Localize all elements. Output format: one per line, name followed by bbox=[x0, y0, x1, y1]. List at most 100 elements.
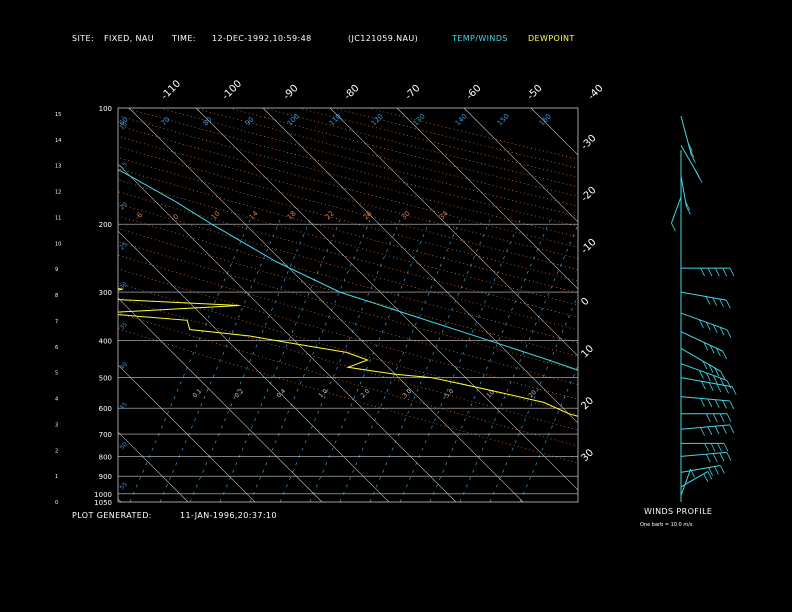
wind-barb-flag bbox=[699, 319, 704, 328]
height-tick-label: 1 bbox=[55, 474, 58, 480]
wind-barb-flag bbox=[723, 443, 729, 452]
wind-barb bbox=[680, 175, 687, 207]
wind-barb-flag bbox=[712, 413, 718, 422]
time-value: 12-DEC-1992,10:59:48 bbox=[212, 34, 312, 43]
wind-barb-flag bbox=[704, 443, 710, 452]
dry-adiabat-line bbox=[118, 168, 578, 294]
legend-dewpoint: DEWPOINT bbox=[528, 34, 575, 43]
adiabat-top-label: 130 bbox=[412, 112, 427, 127]
wind-barb-flag bbox=[712, 375, 718, 384]
pressure-tick-label: 1000 bbox=[94, 491, 112, 499]
isotherm-line bbox=[118, 431, 189, 502]
isotherm-top-label: -110 bbox=[159, 78, 183, 102]
wind-barb-flag bbox=[719, 452, 725, 462]
wind-barb-flag bbox=[687, 143, 693, 152]
dry-adiabat-line bbox=[118, 328, 578, 464]
isotherm-right-label: 20 bbox=[579, 395, 596, 412]
mixing-ratio-low-label: 0.4 bbox=[275, 388, 287, 400]
height-tick-label: 0 bbox=[55, 500, 58, 506]
pressure-tick-label: 100 bbox=[99, 105, 112, 113]
wind-barb-flag bbox=[709, 345, 715, 354]
wind-barb-flag bbox=[705, 454, 711, 463]
isotherm-line bbox=[0, 108, 54, 502]
wind-barb-flag bbox=[695, 170, 700, 179]
temperature-line bbox=[118, 168, 578, 371]
wind-barb-flag bbox=[708, 382, 714, 391]
wind-barb-flag bbox=[726, 413, 732, 422]
mixing-ratio-line bbox=[309, 219, 431, 502]
wind-barb bbox=[680, 116, 692, 155]
mixing-ratio-low-label: 0.1 bbox=[191, 388, 203, 400]
adiabat-top-label: 110 bbox=[328, 112, 343, 127]
time-label: TIME: bbox=[172, 34, 196, 43]
mixing-ratio-line bbox=[519, 364, 578, 502]
wind-barb bbox=[680, 424, 730, 430]
wind-barb-flag bbox=[714, 367, 720, 377]
wind-barb-flag bbox=[726, 329, 732, 338]
isotherm-line bbox=[118, 230, 390, 502]
wind-barb-flag bbox=[712, 297, 718, 306]
mixing-ratio-label: 15 bbox=[118, 161, 128, 171]
mixing-ratio-label: 45 bbox=[118, 401, 128, 411]
mixing-ratio-line bbox=[339, 219, 461, 502]
isotherm-right-label: -10 bbox=[579, 237, 598, 256]
mixing-ratio-low-label: 0.2 bbox=[233, 388, 245, 400]
adiabat-top-label: 120 bbox=[370, 112, 385, 127]
isotherm-right-label: 0 bbox=[579, 296, 591, 308]
wind-barb bbox=[680, 363, 728, 381]
adiabat-top-label: 90 bbox=[244, 115, 256, 127]
wind-barb-flag bbox=[700, 398, 705, 407]
dry-adiabat-line bbox=[118, 254, 578, 385]
wind-barb bbox=[680, 396, 730, 402]
plot-generated-value: 11-JAN-1996,20:37:10 bbox=[180, 511, 277, 520]
pressure-tick-label: 700 bbox=[99, 431, 112, 439]
wind-barb bbox=[680, 145, 699, 176]
wind-barb-flag bbox=[719, 327, 725, 336]
adiabat-200mb-label: -6 bbox=[134, 210, 145, 221]
isotherm-top-label: -100 bbox=[220, 78, 244, 102]
wind-barb-flag bbox=[716, 383, 722, 393]
wind-barb-flag bbox=[725, 299, 731, 309]
isotherm-line bbox=[128, 108, 524, 502]
height-tick-label: 4 bbox=[55, 397, 58, 403]
wind-barb-flag bbox=[726, 380, 732, 389]
axis-labels: 1002003004005006007008009001000105015141… bbox=[55, 78, 606, 507]
isotherm-top-label: -50 bbox=[525, 83, 544, 102]
mixing-ratio-low-label: 1.0 bbox=[317, 388, 329, 400]
wind-barb-flag bbox=[700, 427, 705, 436]
wind-barb-flag bbox=[702, 360, 708, 370]
adiabat-200mb-label: 0 bbox=[172, 213, 181, 222]
isotherm-right-label: -30 bbox=[579, 133, 598, 152]
pressure-tick-label: 800 bbox=[99, 453, 112, 461]
adiabat-200mb-label: 30 bbox=[400, 209, 412, 221]
isotherm-line bbox=[463, 108, 578, 223]
height-tick-label: 6 bbox=[55, 345, 58, 351]
wind-barb-flag bbox=[717, 443, 722, 452]
file-id: (JC121059.NAU) bbox=[348, 34, 419, 43]
wind-barb-flag bbox=[703, 473, 709, 482]
height-tick-label: 14 bbox=[55, 138, 61, 144]
adiabat-top-label: 140 bbox=[454, 112, 469, 127]
mixing-ratio-line bbox=[429, 219, 551, 502]
wind-barb bbox=[680, 348, 722, 372]
isotherm-top-label: -60 bbox=[464, 83, 483, 102]
isotherm-line bbox=[530, 108, 578, 156]
height-tick-label: 7 bbox=[55, 319, 58, 325]
wind-barb bbox=[670, 196, 682, 224]
adiabat-top-label: 80 bbox=[202, 115, 214, 127]
mixing-ratio-label: 30 bbox=[118, 281, 128, 291]
mixing-ratio-low-label: 20 bbox=[527, 389, 537, 399]
mixing-ratio-line bbox=[369, 219, 491, 502]
height-tick-label: 11 bbox=[55, 215, 61, 221]
mixing-ratio-label: 50 bbox=[118, 441, 128, 451]
isotherm-line bbox=[732, 108, 792, 502]
dry-adiabat-line bbox=[118, 191, 578, 318]
wind-profile-subtitle: One barb = 10.0 m/s bbox=[640, 522, 693, 528]
adiabat-top-label: 60 bbox=[118, 115, 130, 127]
wind-barb-flag bbox=[720, 465, 725, 474]
wind-barb bbox=[680, 469, 692, 496]
wind-barb-flag bbox=[700, 267, 705, 277]
adiabat-200mb-label: 22 bbox=[324, 209, 336, 221]
height-tick-label: 9 bbox=[55, 267, 58, 273]
